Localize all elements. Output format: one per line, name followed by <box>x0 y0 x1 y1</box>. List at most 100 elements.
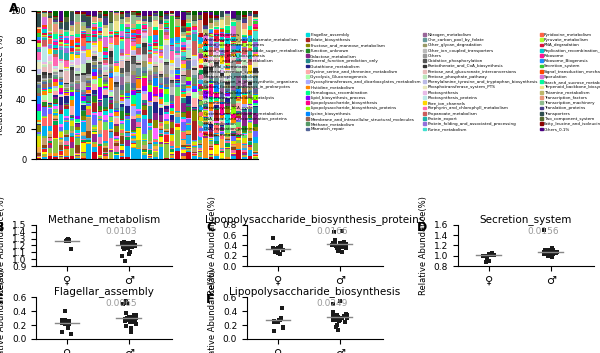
Bar <box>98 134 102 137</box>
Bar <box>53 78 58 79</box>
Bar <box>131 33 136 35</box>
Point <box>269 328 279 333</box>
Bar <box>42 62 47 64</box>
Bar <box>158 129 163 130</box>
Point <box>123 240 133 246</box>
Bar <box>47 152 52 156</box>
Bar <box>53 82 58 86</box>
Bar <box>114 112 119 116</box>
Bar <box>92 102 97 103</box>
Bar <box>175 57 180 58</box>
Bar <box>103 146 108 147</box>
Bar <box>236 53 241 58</box>
Bar <box>142 94 147 100</box>
Point <box>488 252 498 258</box>
Bar <box>192 89 197 91</box>
Bar <box>187 96 191 104</box>
Bar <box>142 31 147 32</box>
Bar <box>192 109 197 110</box>
Bar <box>214 92 219 93</box>
Bar <box>226 137 230 138</box>
Bar <box>253 62 258 67</box>
Bar <box>158 124 163 126</box>
Bar <box>70 96 74 100</box>
Bar <box>125 83 130 84</box>
Bar <box>181 42 185 44</box>
Bar <box>158 108 163 115</box>
Bar <box>153 48 158 49</box>
Bar <box>181 28 185 32</box>
Bar <box>187 22 191 23</box>
Bar <box>64 116 69 118</box>
Bar <box>103 154 108 155</box>
Bar <box>70 22 74 25</box>
Bar <box>226 146 230 147</box>
Bar <box>236 64 241 67</box>
Bar <box>153 72 158 74</box>
Bar <box>248 150 252 156</box>
Bar <box>214 141 219 144</box>
Bar <box>248 91 252 92</box>
Bar <box>86 35 91 36</box>
Point <box>121 240 130 246</box>
Bar <box>231 70 236 73</box>
Bar <box>242 48 247 54</box>
Bar <box>197 37 202 40</box>
Bar <box>76 76 80 80</box>
Bar <box>53 66 58 67</box>
Bar <box>209 56 214 58</box>
Bar <box>181 34 185 36</box>
Bar <box>125 31 130 32</box>
Bar <box>64 32 69 36</box>
Bar <box>76 45 80 47</box>
Bar <box>70 51 74 52</box>
Bar <box>164 16 169 19</box>
Bar <box>98 19 102 22</box>
Bar <box>59 46 64 47</box>
Bar <box>92 37 97 41</box>
Bar <box>98 64 102 65</box>
Bar <box>203 33 208 35</box>
Bar <box>236 59 241 61</box>
Bar <box>175 96 180 111</box>
Bar <box>197 84 202 87</box>
Bar <box>158 71 163 74</box>
Bar <box>209 37 214 38</box>
Bar <box>175 149 180 151</box>
Point <box>272 319 281 324</box>
Point <box>59 319 68 325</box>
Point <box>541 249 551 254</box>
Bar <box>164 40 169 41</box>
Bar <box>59 96 64 97</box>
Bar <box>214 16 219 18</box>
Point <box>335 240 345 246</box>
Bar <box>148 143 152 144</box>
Point <box>123 245 133 250</box>
Bar <box>131 147 136 148</box>
Point <box>272 246 282 252</box>
Bar <box>226 63 230 65</box>
Bar <box>125 14 130 17</box>
Bar <box>103 52 108 55</box>
Bar <box>187 37 191 40</box>
Point <box>67 246 76 252</box>
Point <box>335 317 344 323</box>
Bar <box>37 147 41 152</box>
Bar <box>92 84 97 90</box>
Bar <box>187 44 191 48</box>
Bar <box>253 157 258 158</box>
Bar <box>203 59 208 61</box>
Bar <box>236 103 241 110</box>
Bar <box>81 94 86 95</box>
Bar <box>197 145 202 148</box>
Bar <box>53 35 58 39</box>
Bar <box>136 24 141 29</box>
Bar <box>120 135 124 136</box>
Bar <box>59 44 64 46</box>
Bar <box>181 97 185 98</box>
Point <box>123 243 133 248</box>
Bar <box>170 134 175 135</box>
Bar <box>209 144 214 146</box>
Bar <box>214 135 219 136</box>
Bar <box>125 106 130 113</box>
